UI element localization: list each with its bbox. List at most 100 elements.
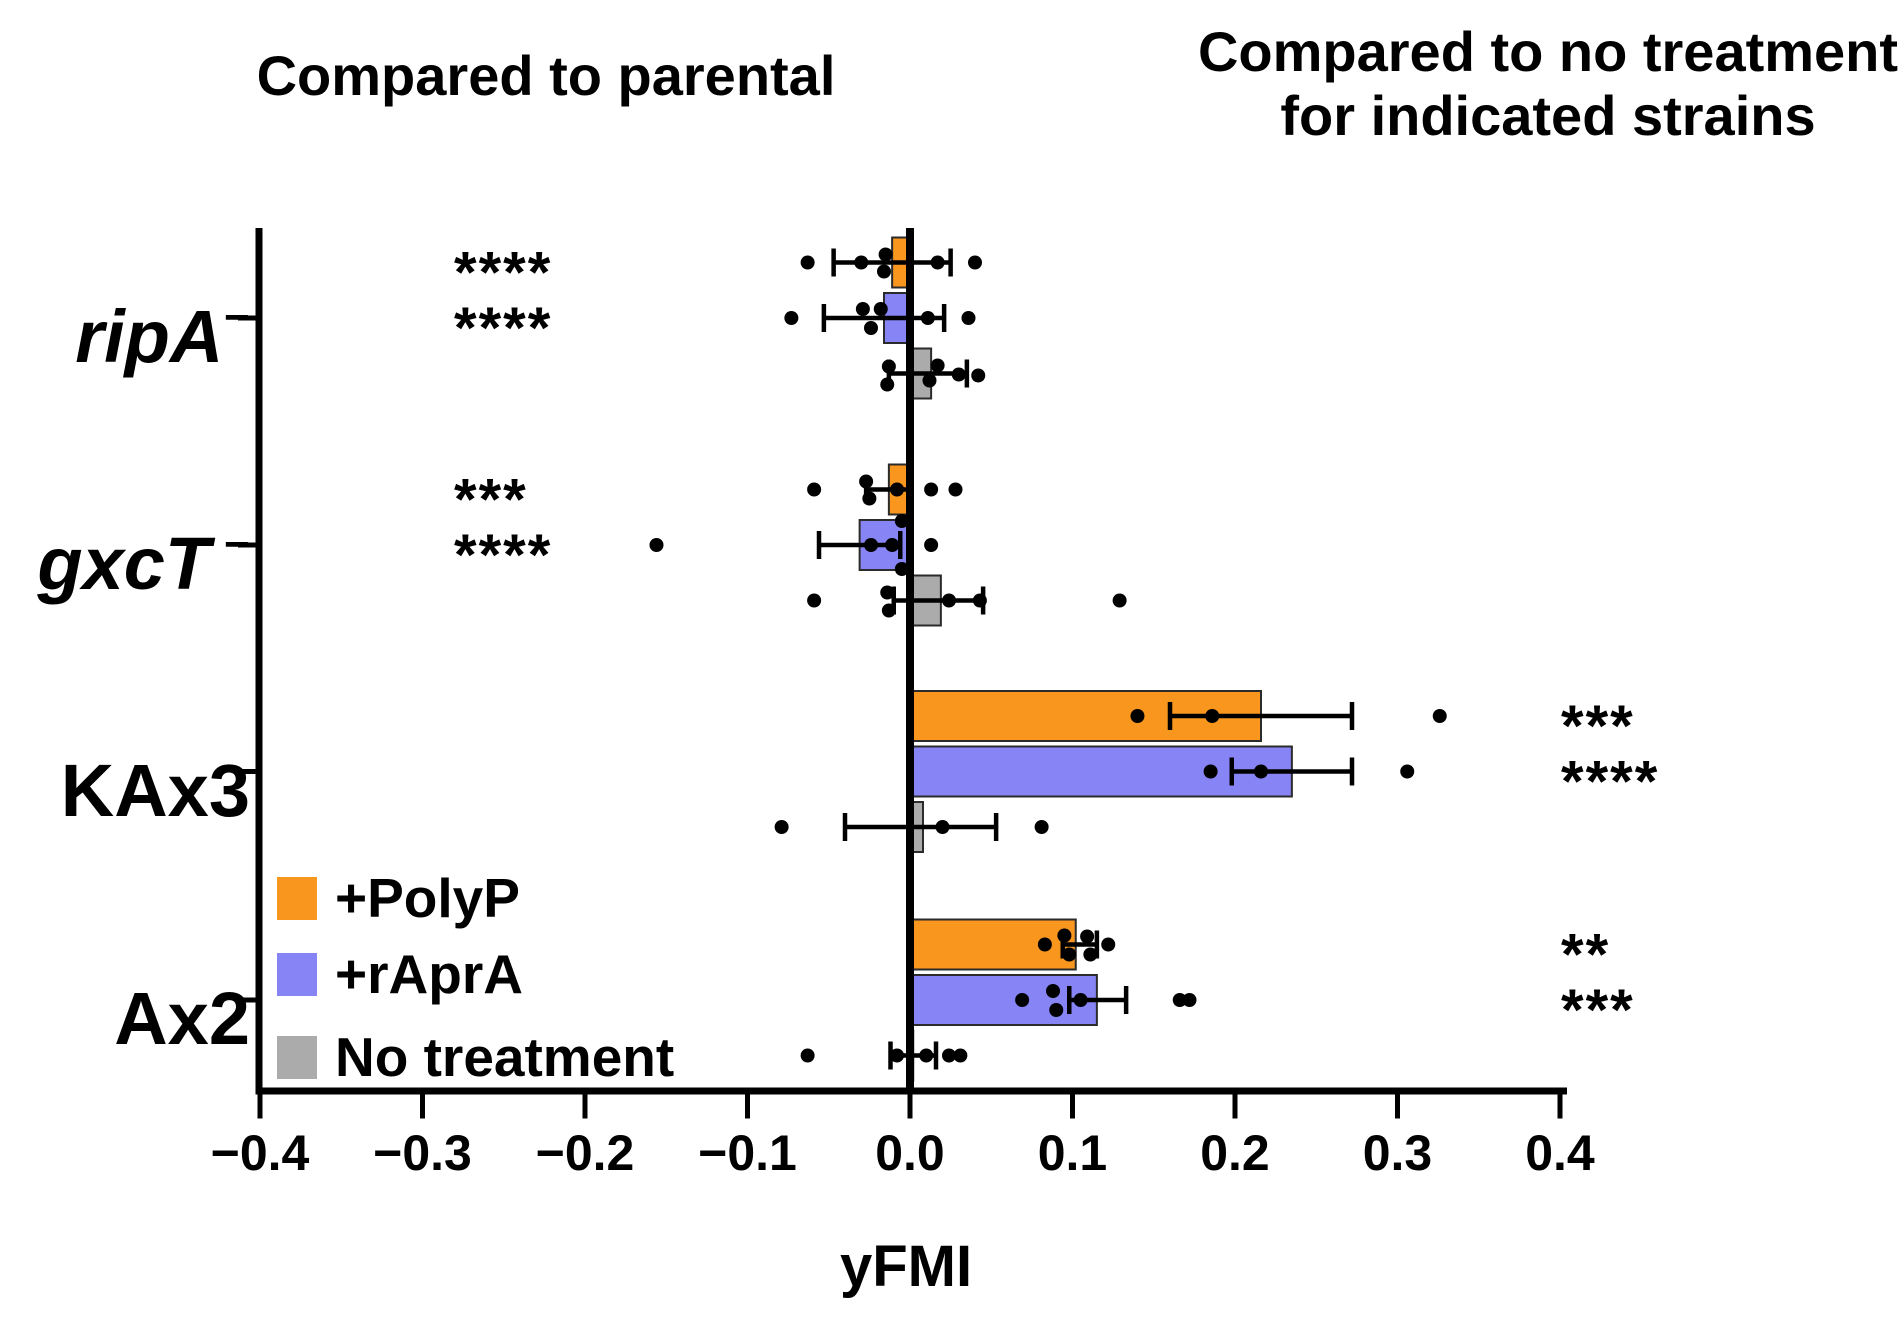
data-point — [1172, 993, 1187, 1007]
x-tick-label: 0.1 — [1038, 1125, 1108, 1181]
data-point — [774, 820, 789, 834]
data-point — [1400, 764, 1415, 779]
left-panel-title: Compared to parental — [256, 44, 836, 107]
no-treatment-swatch-icon — [277, 1036, 317, 1079]
x-tick — [907, 1094, 913, 1119]
x-tick-label: 0.2 — [1200, 1125, 1270, 1181]
data-point — [881, 359, 896, 374]
legend-item-no-treatment: No treatment — [277, 1026, 675, 1088]
x-tick-label: −0.4 — [211, 1125, 310, 1181]
data-point — [649, 538, 664, 552]
data-point — [1205, 709, 1220, 723]
data-point — [1130, 709, 1145, 723]
significance-label: ** — [1561, 923, 1610, 988]
x-tick — [1395, 1094, 1400, 1119]
x-tick-label: −0.3 — [373, 1125, 472, 1181]
data-point — [807, 593, 822, 608]
significance-label: *** — [454, 468, 528, 533]
data-point — [1062, 947, 1077, 962]
data-point — [968, 255, 982, 270]
data-point — [800, 255, 815, 270]
legend-label: +rAprA — [335, 943, 523, 1005]
significance-label: **** — [454, 523, 552, 588]
x-tick — [745, 1094, 750, 1119]
data-point — [930, 255, 945, 270]
strain-name: Ax2 — [114, 977, 250, 1060]
strain-superscript: − — [223, 293, 250, 342]
data-point — [859, 474, 874, 489]
x-axis-title: yFMI — [839, 1234, 973, 1299]
data-point — [924, 482, 939, 497]
polyp-swatch-icon — [277, 877, 317, 920]
data-point — [1057, 928, 1072, 943]
data-point — [961, 311, 976, 325]
data-point — [855, 302, 870, 316]
legend-item-polyp: +PolyP — [277, 867, 520, 929]
data-point — [784, 311, 799, 325]
data-point — [1112, 593, 1127, 608]
data-point — [854, 255, 869, 270]
x-tick — [257, 1094, 263, 1119]
data-point — [1101, 937, 1116, 952]
data-point — [894, 562, 909, 576]
y-tick — [238, 315, 256, 321]
strain-superscript: − — [210, 520, 250, 569]
data-point — [1432, 709, 1447, 723]
y-tick — [238, 997, 256, 1003]
legend-label: No treatment — [335, 1026, 675, 1088]
data-point — [1015, 993, 1030, 1007]
x-tick-label: 0.3 — [1363, 1125, 1433, 1181]
zero-baseline — [906, 228, 914, 1091]
x-tick-label: −0.1 — [698, 1125, 797, 1181]
legend-label: +PolyP — [335, 867, 520, 929]
data-point — [971, 368, 986, 383]
data-point — [1046, 984, 1060, 998]
data-point — [935, 820, 950, 834]
right-panel-title-line1: Compared to no treatment — [1197, 20, 1899, 83]
data-point — [890, 482, 904, 497]
data-point — [890, 1048, 904, 1063]
data-point — [1037, 937, 1052, 952]
significance-label: *** — [1561, 694, 1635, 759]
data-point — [951, 367, 966, 382]
data-point — [948, 482, 963, 497]
data-point — [922, 373, 937, 388]
significance-label: **** — [454, 241, 552, 306]
data-point — [800, 1048, 815, 1063]
data-point — [1083, 947, 1098, 962]
significance-label: **** — [1561, 750, 1659, 815]
y-tick — [238, 542, 256, 548]
data-point — [878, 247, 893, 262]
data-point — [1049, 1003, 1064, 1017]
right-panel-title-line2: for indicated strains — [1280, 84, 1816, 147]
data-point — [807, 482, 822, 497]
axis-label-Ax2: Ax2 — [0, 955, 250, 1064]
axis-label-gxcT: gxcT − — [0, 500, 250, 609]
data-point — [864, 321, 878, 335]
data-point — [1182, 993, 1197, 1007]
strain-name: KAx3 — [60, 748, 250, 832]
x-tick-label: 0.0 — [875, 1125, 945, 1181]
y-axis-line — [255, 228, 263, 1091]
x-tick-label: −0.2 — [536, 1125, 635, 1181]
legend-item-rapra: +rAprA — [277, 943, 523, 1005]
data-point — [924, 538, 939, 552]
right-panel-title: Compared to no treatment for indicated s… — [1198, 20, 1898, 148]
data-point — [1073, 993, 1088, 1007]
data-point — [877, 264, 891, 279]
significance-label: *** — [1561, 978, 1635, 1043]
data-point — [972, 593, 987, 608]
data-point — [864, 538, 878, 552]
x-tick — [420, 1094, 425, 1119]
data-point — [942, 593, 956, 608]
data-point — [953, 1048, 968, 1063]
axis-label-KAx3: KAx3 — [0, 727, 250, 836]
data-point — [894, 514, 909, 528]
data-point — [1203, 764, 1218, 779]
bar-rapra-KAx3 — [909, 745, 1293, 798]
strain-name: gxcT — [37, 522, 211, 605]
data-point — [885, 538, 900, 552]
data-point — [880, 585, 895, 600]
